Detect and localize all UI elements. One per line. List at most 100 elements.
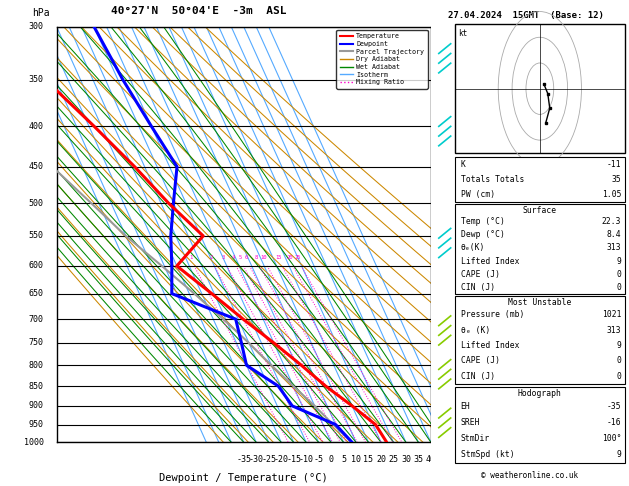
Text: 5: 5 [341, 455, 346, 464]
Legend: Temperature, Dewpoint, Parcel Trajectory, Dry Adiabat, Wet Adiabat, Isotherm, Mi: Temperature, Dewpoint, Parcel Trajectory… [336, 30, 428, 89]
Text: -20: -20 [274, 455, 289, 464]
Text: 0: 0 [616, 372, 621, 381]
Text: -35: -35 [237, 455, 251, 464]
Text: Most Unstable: Most Unstable [508, 298, 572, 308]
Text: Lifted Index: Lifted Index [460, 257, 519, 265]
Text: 1.05: 1.05 [601, 190, 621, 199]
Text: 1021: 1021 [601, 311, 621, 319]
Text: 6: 6 [435, 178, 440, 188]
Text: -25: -25 [261, 455, 276, 464]
Text: 40: 40 [426, 455, 436, 464]
Text: CIN (J): CIN (J) [460, 283, 495, 292]
Text: 9: 9 [616, 257, 621, 265]
Text: 1: 1 [435, 401, 440, 410]
Text: 550: 550 [28, 231, 43, 241]
Text: 35: 35 [413, 455, 423, 464]
Text: 450: 450 [28, 162, 43, 171]
Text: -15: -15 [286, 455, 301, 464]
Bar [455, 157, 625, 202]
Text: CAPE (J): CAPE (J) [460, 270, 499, 279]
Text: K: K [460, 160, 465, 169]
Text: 20: 20 [376, 455, 386, 464]
Text: SREH: SREH [460, 418, 480, 427]
Text: StmSpd (kt): StmSpd (kt) [460, 450, 515, 459]
Text: θₑ(K): θₑ(K) [460, 243, 485, 252]
Text: Surface: Surface [523, 206, 557, 215]
Text: 800: 800 [28, 361, 43, 370]
Bar [455, 204, 625, 294]
Text: 0: 0 [616, 283, 621, 292]
Text: 10: 10 [351, 455, 361, 464]
Text: 0: 0 [616, 270, 621, 279]
Text: 313: 313 [606, 326, 621, 335]
Text: 1: 1 [189, 255, 192, 260]
Text: LCL: LCL [435, 377, 447, 383]
Text: 3: 3 [222, 255, 225, 260]
Text: 5: 5 [435, 225, 440, 234]
Text: Mixing Ratio (g/kg): Mixing Ratio (g/kg) [454, 191, 464, 278]
Text: -30: -30 [248, 455, 264, 464]
Text: 400: 400 [28, 122, 43, 131]
Text: 950: 950 [28, 420, 43, 429]
Text: 35: 35 [611, 175, 621, 184]
Text: Totals Totals: Totals Totals [460, 175, 524, 184]
Text: kt: kt [459, 29, 468, 38]
Text: 20: 20 [286, 255, 292, 260]
Text: Dewp (°C): Dewp (°C) [460, 230, 504, 239]
Text: 700: 700 [28, 314, 43, 324]
Text: 8: 8 [255, 255, 258, 260]
Text: 25: 25 [295, 255, 301, 260]
Text: θₑ (K): θₑ (K) [460, 326, 490, 335]
Text: -5: -5 [314, 455, 323, 464]
Text: 850: 850 [28, 382, 43, 391]
Text: CIN (J): CIN (J) [460, 372, 495, 381]
Text: 8.4: 8.4 [606, 230, 621, 239]
Text: 7: 7 [435, 131, 440, 139]
Text: -16: -16 [606, 418, 621, 427]
Bar [455, 296, 625, 384]
Text: 8: 8 [435, 81, 440, 90]
Text: 30: 30 [401, 455, 411, 464]
Text: 15: 15 [364, 455, 374, 464]
Text: -35: -35 [606, 401, 621, 411]
Text: Hodograph: Hodograph [518, 389, 562, 399]
Text: 350: 350 [28, 75, 43, 85]
Text: 15: 15 [276, 255, 282, 260]
Text: StmDir: StmDir [460, 434, 490, 443]
Text: 9: 9 [616, 450, 621, 459]
Text: CAPE (J): CAPE (J) [460, 356, 499, 365]
Bar [455, 387, 625, 463]
Text: 25: 25 [389, 455, 398, 464]
Text: 650: 650 [28, 289, 43, 298]
Text: 22.3: 22.3 [601, 217, 621, 226]
Text: 2: 2 [209, 255, 213, 260]
Text: 100°: 100° [601, 434, 621, 443]
Text: 6: 6 [245, 255, 248, 260]
Text: 600: 600 [28, 261, 43, 270]
Text: 0: 0 [328, 455, 333, 464]
Text: 4: 4 [231, 255, 235, 260]
Text: km
ASL: km ASL [435, 0, 448, 18]
Text: EH: EH [460, 401, 470, 411]
Text: 1000: 1000 [23, 438, 43, 447]
Text: -10: -10 [299, 455, 314, 464]
Text: © weatheronline.co.uk: © weatheronline.co.uk [481, 471, 579, 480]
Text: Pressure (mb): Pressure (mb) [460, 311, 524, 319]
Text: 0: 0 [616, 356, 621, 365]
Text: 2: 2 [435, 359, 440, 367]
Text: PW (cm): PW (cm) [460, 190, 495, 199]
Text: 750: 750 [28, 338, 43, 347]
Text: Dewpoint / Temperature (°C): Dewpoint / Temperature (°C) [159, 473, 328, 484]
Text: 300: 300 [28, 22, 43, 31]
Text: 5: 5 [238, 255, 242, 260]
Text: 500: 500 [28, 199, 43, 208]
Text: Lifted Index: Lifted Index [460, 341, 519, 350]
Text: 4: 4 [435, 271, 440, 280]
Text: Temp (°C): Temp (°C) [460, 217, 504, 226]
Text: 900: 900 [28, 401, 43, 410]
Text: 3: 3 [435, 315, 440, 324]
Bar [455, 24, 625, 153]
Text: 10: 10 [261, 255, 267, 260]
Text: 9: 9 [616, 341, 621, 350]
Text: 313: 313 [606, 243, 621, 252]
